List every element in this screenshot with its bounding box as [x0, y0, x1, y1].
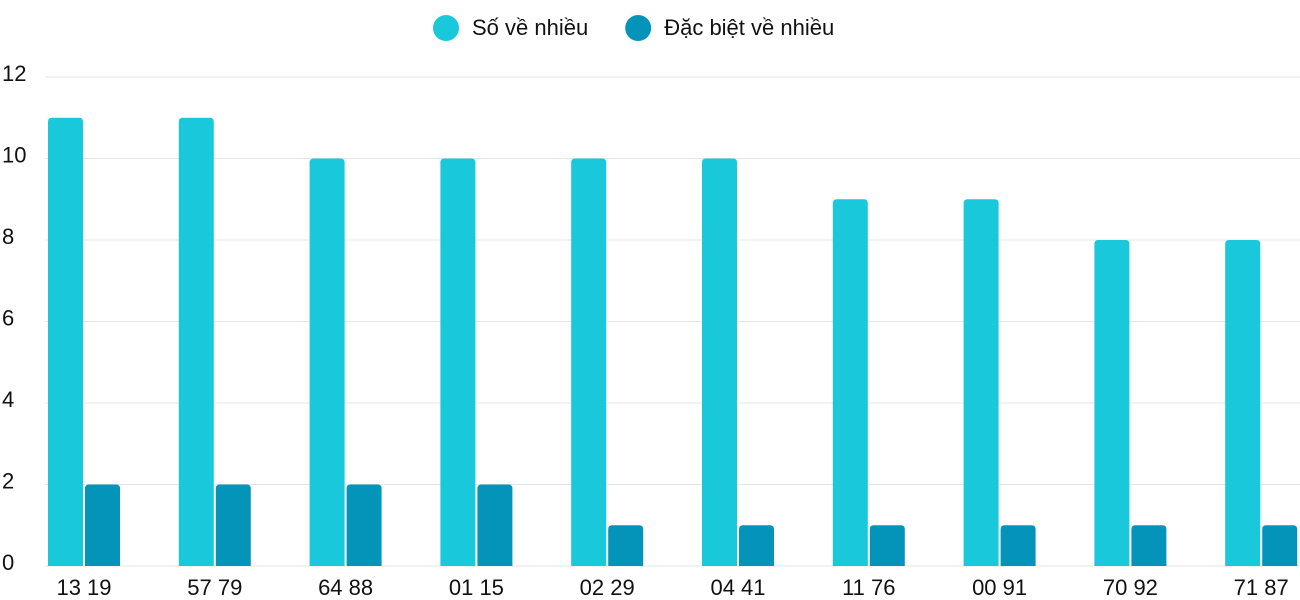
x-tick-label: 64 88	[318, 575, 373, 600]
bar	[1131, 525, 1167, 566]
legend-label: Số về nhiều	[472, 15, 588, 40]
bar	[739, 525, 774, 566]
bar	[963, 199, 999, 566]
bar	[1094, 240, 1130, 566]
bar	[178, 117, 214, 566]
y-tick-label: 6	[2, 305, 14, 330]
bar	[571, 158, 607, 566]
x-tick-label: 02 29	[580, 575, 635, 600]
bar	[1225, 240, 1261, 566]
legend-marker	[433, 15, 459, 41]
x-tick-label: 04 41	[710, 575, 765, 600]
y-tick-label: 0	[2, 550, 14, 575]
x-tick-label: 57 79	[187, 575, 242, 600]
bar	[832, 199, 868, 566]
bar	[869, 525, 905, 566]
y-tick-label: 8	[2, 224, 14, 249]
bar	[215, 484, 251, 566]
bar	[608, 525, 644, 566]
x-tick-label: 01 15	[449, 575, 504, 600]
x-tick-label: 00 91	[972, 575, 1027, 600]
bar	[85, 484, 120, 566]
x-tick-label: 71 87	[1234, 575, 1289, 600]
bar	[477, 484, 513, 566]
bar	[1262, 525, 1298, 566]
y-tick-label: 4	[2, 387, 14, 412]
legend-label: Đặc biệt về nhiều	[664, 15, 834, 40]
bar	[48, 117, 83, 566]
x-tick-label: 11 76	[842, 575, 895, 600]
x-tick-label: 13 19	[56, 575, 111, 600]
legend-marker	[625, 15, 652, 41]
y-tick-label: 10	[2, 142, 26, 167]
y-tick-label: 2	[2, 468, 14, 493]
bar	[440, 158, 476, 566]
bar	[309, 158, 345, 566]
y-tick-label: 12	[2, 61, 26, 86]
bar	[1000, 525, 1036, 566]
x-tick-label: 70 92	[1103, 575, 1158, 600]
bar	[346, 484, 382, 566]
bar	[702, 158, 737, 566]
